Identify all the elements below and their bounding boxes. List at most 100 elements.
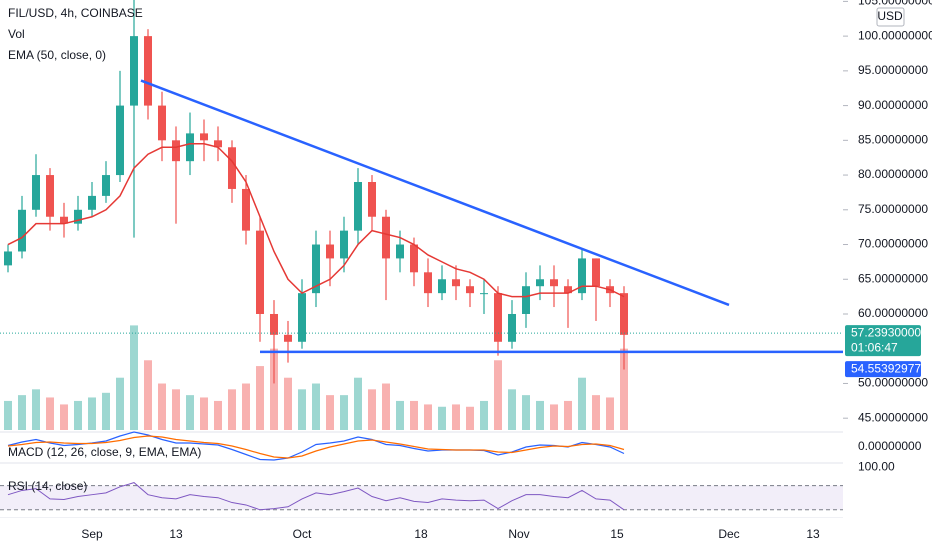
volume-bar — [242, 383, 250, 430]
volume-bar — [564, 400, 572, 430]
y-tick-label: 105.00000000 — [858, 0, 932, 8]
volume-bar — [620, 348, 628, 430]
volume-bar — [466, 406, 474, 430]
hline-price-label: 54.55392977 — [851, 361, 921, 375]
candle-body — [522, 286, 530, 314]
volume-bar — [116, 377, 124, 430]
volume-bar — [256, 366, 264, 430]
y-tick-label: 70.00000000 — [858, 237, 928, 251]
candle-body — [578, 258, 586, 294]
volume-bar — [4, 400, 12, 430]
candle-body — [130, 36, 138, 106]
volume-bar — [144, 360, 152, 430]
volume-bar — [60, 404, 68, 430]
volume-bar — [228, 389, 236, 430]
candle-body — [620, 293, 628, 335]
ema-label: EMA (50, close, 0) — [8, 48, 106, 62]
y-tick-label: 45.00000000 — [858, 410, 928, 424]
candle-body — [144, 36, 152, 106]
hline-price-box — [845, 361, 921, 378]
candle-body — [214, 140, 222, 148]
candle-body — [284, 334, 292, 342]
volume-bar — [396, 400, 404, 430]
rsi-label: RSI (14, close) — [8, 479, 87, 493]
candle-body — [354, 182, 362, 231]
y-tick-label: 65.00000000 — [858, 271, 928, 285]
volume-bar — [186, 395, 194, 430]
candle-body — [116, 105, 124, 176]
chart-title: FIL/USD, 4h, COINBASE — [8, 6, 143, 20]
y-tick-label: 100.00000000 — [858, 28, 932, 42]
volume-bar — [74, 400, 82, 430]
candle-body — [396, 244, 404, 259]
y-tick-label: 50.00000000 — [858, 376, 928, 390]
rsi-band — [0, 485, 843, 510]
x-tick-label: 15 — [610, 527, 624, 541]
volume-bar — [522, 395, 530, 430]
y-tick-label: 95.00000000 — [858, 63, 928, 77]
price-axis-bg — [843, 0, 932, 550]
volume-bar — [312, 383, 320, 430]
candle-body — [60, 216, 68, 224]
candle-body — [172, 140, 180, 162]
candle-body — [410, 244, 418, 273]
volume-bar — [592, 395, 600, 430]
ema-line — [7, 143, 625, 298]
candle-body — [74, 209, 82, 224]
macd-line — [7, 435, 625, 459]
macd-line — [7, 431, 625, 461]
y-tick-label: 60.00000000 — [858, 306, 928, 320]
macd-label: MACD (12, 26, close, 9, EMA, EMA) — [8, 445, 201, 459]
volume-bar — [88, 397, 96, 430]
x-tick-label: Dec — [718, 527, 739, 541]
volume-bar — [130, 325, 138, 430]
candle-body — [368, 182, 376, 217]
countdown: 01:06:47 — [851, 340, 898, 354]
volume-bar — [452, 404, 460, 430]
candle-body — [592, 258, 600, 287]
candle-body — [32, 175, 40, 210]
volume-bar — [270, 348, 278, 430]
volume-bar — [354, 377, 362, 430]
y-tick-label: 90.00000000 — [858, 98, 928, 112]
candle-body — [200, 133, 208, 141]
candle-body — [102, 175, 110, 196]
volume-bar — [326, 395, 334, 430]
x-tick-label: Sep — [81, 527, 103, 541]
candle-body — [340, 230, 348, 259]
candle-body — [508, 313, 516, 342]
candle-body — [242, 188, 250, 231]
volume-bar — [214, 400, 222, 430]
rsi-line — [7, 482, 625, 511]
volume-bar — [508, 389, 516, 430]
y-tick-label: 80.00000000 — [858, 167, 928, 181]
x-tick-label: Nov — [508, 527, 529, 541]
volume-bar — [32, 389, 40, 430]
volume-bar — [368, 389, 376, 430]
volume-bar — [480, 400, 488, 430]
volume-bar — [382, 383, 390, 430]
candle-body — [564, 286, 572, 294]
legend: FIL/USD, 4h, COINBASE Vol EMA (50, close… — [8, 6, 201, 493]
volume-bar — [578, 377, 586, 430]
candle-body — [312, 244, 320, 294]
volume-bar — [536, 400, 544, 430]
volume-bar — [200, 397, 208, 430]
candle-body — [46, 175, 54, 217]
candle-body — [298, 293, 306, 342]
volume-bar — [550, 404, 558, 430]
candle-body — [186, 133, 194, 162]
trendline — [140, 79, 730, 307]
candle-body — [88, 195, 96, 210]
volume-bar — [606, 397, 614, 430]
volume-label: Vol — [8, 27, 25, 41]
candle-body — [270, 313, 278, 335]
candle-body — [452, 279, 460, 287]
candle-body — [536, 279, 544, 287]
plot-area — [0, 0, 843, 518]
y-tick-label: 75.00000000 — [858, 202, 928, 216]
candle-body — [438, 279, 446, 294]
x-tick-label: 13 — [169, 527, 183, 541]
currency-box — [876, 7, 905, 27]
